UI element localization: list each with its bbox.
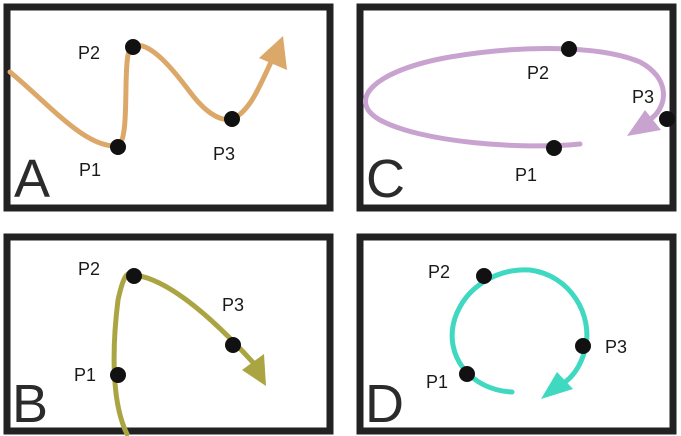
panel-d-arrowhead <box>541 372 573 399</box>
panel-d-letter: D <box>365 374 404 434</box>
panel-b-arrowhead <box>242 354 266 386</box>
panel-b-letter: B <box>12 374 48 434</box>
panel-d: P2 P3 P1 D <box>356 233 677 435</box>
panel-b-point-p3 <box>225 337 241 353</box>
panel-d-label-p3: P3 <box>605 337 627 357</box>
panel-c-frame <box>356 3 677 212</box>
panel-c-label-p1: P1 <box>515 165 537 185</box>
panel-b-label-p1: P1 <box>74 365 96 385</box>
panel-a-label-p3: P3 <box>213 144 235 164</box>
panel-a-arrowhead <box>259 36 287 70</box>
panel-d-point-p3 <box>575 338 591 354</box>
panel-c-curve <box>363 46 666 149</box>
panel-b-frame <box>3 233 334 435</box>
panel-a: P2 P1 P3 A <box>3 3 334 212</box>
panel-a-point-p2 <box>125 39 141 55</box>
panel-d-label-p2: P2 <box>428 262 450 282</box>
panel-b-label-p3: P3 <box>222 295 244 315</box>
panel-b-point-p2 <box>126 268 142 284</box>
panel-c-point-p1 <box>546 140 562 156</box>
panel-b-point-p1 <box>110 367 126 383</box>
panel-c-letter: C <box>366 149 405 209</box>
panel-b: P2 P3 P1 B <box>3 233 334 436</box>
panel-d-frame <box>356 233 677 435</box>
panel-d-point-p2 <box>476 268 492 284</box>
panel-b-label-p2: P2 <box>78 259 100 279</box>
panel-c-label-p3: P3 <box>632 87 654 107</box>
panel-d-label-p1: P1 <box>426 372 448 392</box>
panel-a-label-p1: P1 <box>79 160 101 180</box>
panel-c: P2 P3 P1 C <box>356 3 677 212</box>
panel-c-label-p2: P2 <box>527 63 549 83</box>
panel-c-point-p2 <box>561 41 577 57</box>
panel-a-point-p3 <box>224 111 240 127</box>
panel-a-frame <box>3 3 334 212</box>
panel-a-letter: A <box>14 149 50 209</box>
panel-d-point-p1 <box>459 366 475 382</box>
panel-a-point-p1 <box>110 139 126 155</box>
panel-c-arrowhead <box>627 110 661 136</box>
panel-c-point-p3 <box>659 111 675 127</box>
panel-a-label-p2: P2 <box>78 43 100 63</box>
